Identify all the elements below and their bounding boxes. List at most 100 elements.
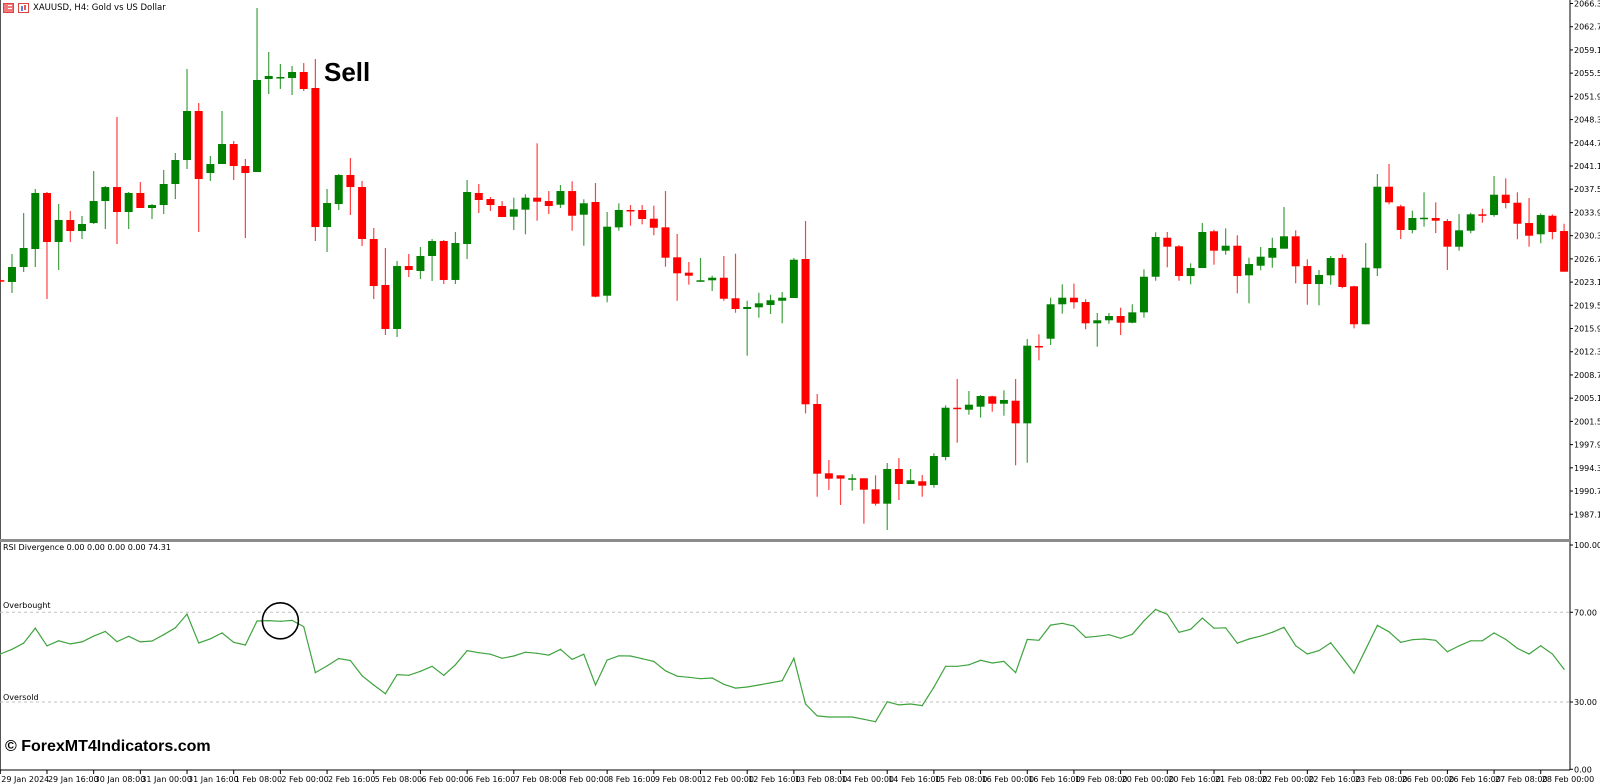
candle-body xyxy=(42,192,51,242)
rsi-point xyxy=(1026,638,1028,641)
candle xyxy=(369,227,378,299)
price-axis: 2066.30 2062.70 2059.10 2055.50 2051.90 2048.… xyxy=(1570,0,1600,519)
candle xyxy=(276,63,285,90)
candle xyxy=(1501,178,1510,209)
list-icon[interactable] xyxy=(3,3,14,13)
candle xyxy=(1291,230,1300,284)
time-tick-label: 16 Feb 16:00 xyxy=(1028,775,1080,784)
candle-body xyxy=(813,403,822,474)
rsi-point xyxy=(991,662,993,664)
time-tick-label: 27 Feb 08:00 xyxy=(1495,775,1547,784)
candle-body xyxy=(1548,215,1557,232)
rsi-point xyxy=(58,640,60,642)
candle-body xyxy=(393,266,402,329)
time-tick-label: 30 Jan 08:00 xyxy=(95,775,146,784)
rsi-point xyxy=(618,655,620,657)
candle xyxy=(486,197,495,212)
candle xyxy=(848,474,857,491)
rsi-point xyxy=(863,718,865,720)
candle-body xyxy=(859,478,868,490)
candle-body xyxy=(766,300,775,305)
candle-body xyxy=(999,399,1008,404)
candle-body xyxy=(1128,312,1137,323)
rsi-point xyxy=(1038,639,1040,641)
price-tick-label: 2044.70 xyxy=(1574,139,1600,148)
candle xyxy=(311,59,320,242)
candle xyxy=(66,211,75,242)
candle xyxy=(498,201,507,218)
rsi-point xyxy=(1458,645,1460,647)
rsi-point xyxy=(548,654,550,656)
candle-body xyxy=(381,284,390,329)
rsi-point xyxy=(314,672,316,674)
candle xyxy=(19,213,28,273)
candle-body xyxy=(918,481,927,486)
candle xyxy=(1385,164,1394,205)
candle xyxy=(1548,214,1557,240)
rsi-point xyxy=(711,677,713,679)
rsi-point xyxy=(1236,642,1238,644)
rsi-point xyxy=(1166,613,1168,615)
rsi-point xyxy=(163,634,165,636)
rsi-point xyxy=(501,657,503,659)
candle xyxy=(1268,237,1277,268)
rsi-point xyxy=(793,657,795,659)
rsi-point xyxy=(489,653,492,655)
candle xyxy=(1233,235,1242,294)
candle xyxy=(743,300,752,356)
candle-body xyxy=(486,199,495,206)
candle-body xyxy=(288,71,297,78)
candle-body xyxy=(439,241,448,280)
time-tick-label: 15 Feb 08:00 xyxy=(935,775,987,784)
candle-body xyxy=(1455,230,1464,247)
candle-body xyxy=(1361,267,1370,325)
candle-body xyxy=(101,187,110,202)
rsi-point xyxy=(151,640,153,642)
rsi-point xyxy=(69,643,71,645)
candle-body xyxy=(824,473,833,479)
rsi-point xyxy=(373,684,375,686)
candle-body xyxy=(1513,202,1522,224)
candle-body xyxy=(1560,231,1569,272)
rsi-point xyxy=(233,641,235,643)
time-tick-label: 26 Feb 00:00 xyxy=(1402,775,1454,784)
rsi-point xyxy=(1085,636,1087,639)
price-tick-label: 2055.50 xyxy=(1574,69,1600,78)
time-tick-label: 29 Jan 2024 xyxy=(1,775,49,784)
candle xyxy=(346,158,355,216)
price-tick-label: 2048.30 xyxy=(1574,116,1600,125)
indicator-label: RSI Divergence 0.00 0.00 0.00 0.00 74.31 xyxy=(3,543,171,552)
candle xyxy=(1326,255,1335,285)
candle-body xyxy=(1466,214,1475,231)
rsi-point xyxy=(478,652,480,654)
rsi-point xyxy=(128,635,130,637)
rsi-point xyxy=(606,659,608,661)
rsi-point xyxy=(1306,653,1308,655)
rsi-point xyxy=(1073,625,1075,627)
candle-body xyxy=(171,160,180,185)
candle-body xyxy=(1069,297,1078,303)
candle-body xyxy=(369,239,378,287)
candle-body xyxy=(1163,237,1172,247)
rsi-point xyxy=(653,660,655,663)
chart-icon[interactable] xyxy=(18,3,29,13)
candle xyxy=(393,261,402,337)
price-tick-label: 2037.50 xyxy=(1574,185,1600,194)
candle xyxy=(1069,283,1078,309)
price-tick-label: 2051.90 xyxy=(1574,92,1600,101)
rsi-point xyxy=(443,674,445,676)
price-tick-label: 2030.30 xyxy=(1574,232,1600,241)
time-tick-label: 14 Feb 00:00 xyxy=(842,775,894,784)
candle xyxy=(1221,228,1230,255)
candle xyxy=(754,292,763,318)
candle-body xyxy=(1536,215,1545,235)
candle xyxy=(0,279,5,283)
candle xyxy=(824,460,833,491)
candle xyxy=(1128,304,1137,324)
candle-body xyxy=(183,111,192,161)
time-tick-label: 1 Feb 08:00 xyxy=(235,775,282,784)
candle-body xyxy=(19,247,28,268)
rsi-point xyxy=(699,678,702,680)
candle-body xyxy=(136,192,145,208)
